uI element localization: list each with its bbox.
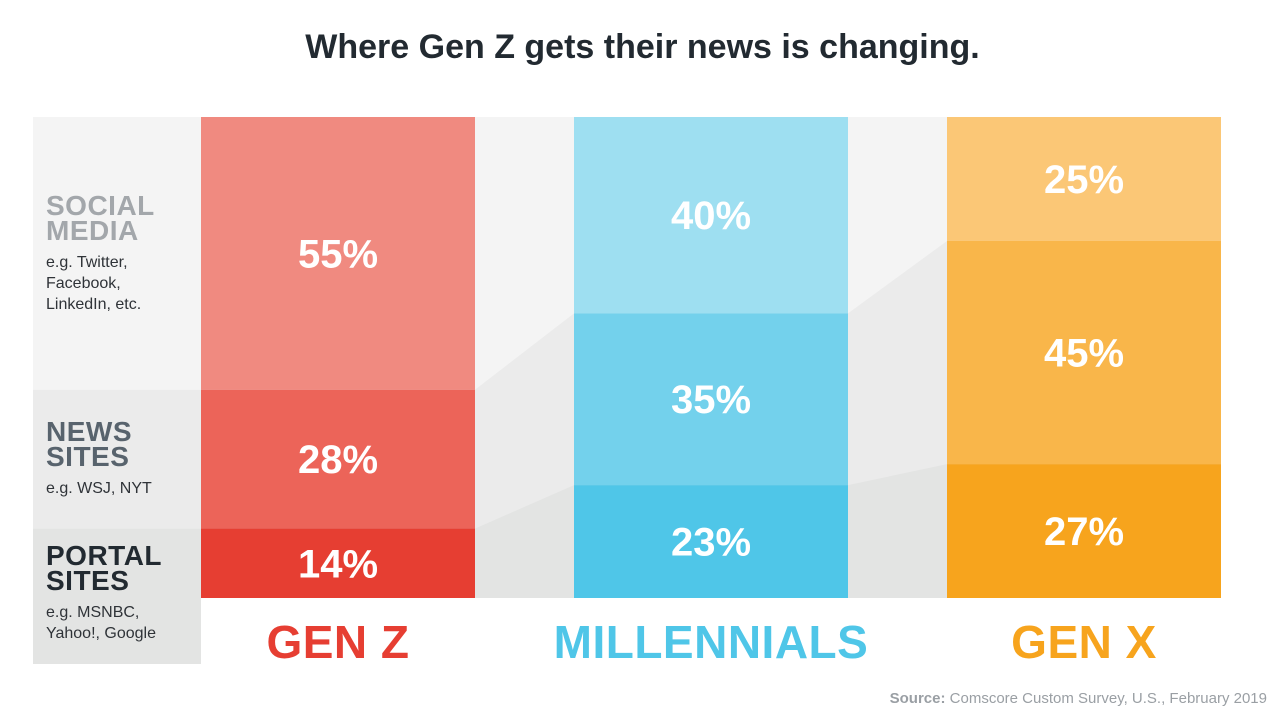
legend-entry-news-sites: NEWS SITES e.g. WSJ, NYT <box>46 416 152 499</box>
row-band-left <box>33 117 201 390</box>
category-label-gen-z: GEN Z <box>266 616 410 668</box>
legend-examples: e.g. Twitter, Facebook, LinkedIn, etc. <box>46 254 142 313</box>
legend-label: NEWS SITES <box>46 416 132 472</box>
category-label-gen-x: GEN X <box>1011 616 1157 668</box>
data-label-layer: 55% 28% 14% 40% 35% 23% 25% 45% 27% <box>298 158 1124 586</box>
chart-title: Where Gen Z gets their news is changing. <box>305 28 980 66</box>
data-label: 27% <box>1044 510 1124 554</box>
bar-segment-news-sites-0 <box>201 389 475 529</box>
legend-label: PORTAL SITES <box>46 540 163 596</box>
bar-segment-social-media-1 <box>574 117 848 314</box>
bar-segment-social-media-2 <box>947 117 1221 241</box>
bar-layer <box>201 117 1221 598</box>
source-note: Source: Comscore Custom Survey, U.S., Fe… <box>890 690 1267 707</box>
data-label: 14% <box>298 542 378 586</box>
bar-segment-portal-sites-0 <box>201 528 475 598</box>
bar-segment-social-media-0 <box>201 117 475 390</box>
category-label-millennials: MILLENNIALS <box>553 616 869 668</box>
data-label: 55% <box>298 232 378 276</box>
legend-entry-social-media: SOCIAL MEDIA e.g. Twitter, Facebook, Lin… <box>46 190 155 315</box>
legend-entry-portal-sites: PORTAL SITES e.g. MSNBC, Yahoo!, Google <box>46 540 163 644</box>
data-label: 40% <box>671 194 751 238</box>
data-label: 23% <box>671 521 751 565</box>
source-label: Source: <box>889 690 946 707</box>
legend-examples: e.g. MSNBC, Yahoo!, Google <box>46 604 157 642</box>
legend-label: SOCIAL MEDIA <box>46 190 155 246</box>
bar-segment-portal-sites-2 <box>947 464 1221 598</box>
data-label: 28% <box>298 438 378 482</box>
data-label: 25% <box>1044 158 1124 202</box>
bar-segment-news-sites-1 <box>574 313 848 486</box>
row-band-left <box>33 389 201 529</box>
legend-examples: e.g. WSJ, NYT <box>46 480 152 497</box>
bar-segment-news-sites-2 <box>947 240 1221 465</box>
data-label: 45% <box>1044 332 1124 376</box>
bar-segment-portal-sites-1 <box>574 485 848 598</box>
data-label: 35% <box>671 378 751 422</box>
source-text: Comscore Custom Survey, U.S., February 2… <box>949 690 1267 707</box>
row-band-left <box>33 528 201 664</box>
